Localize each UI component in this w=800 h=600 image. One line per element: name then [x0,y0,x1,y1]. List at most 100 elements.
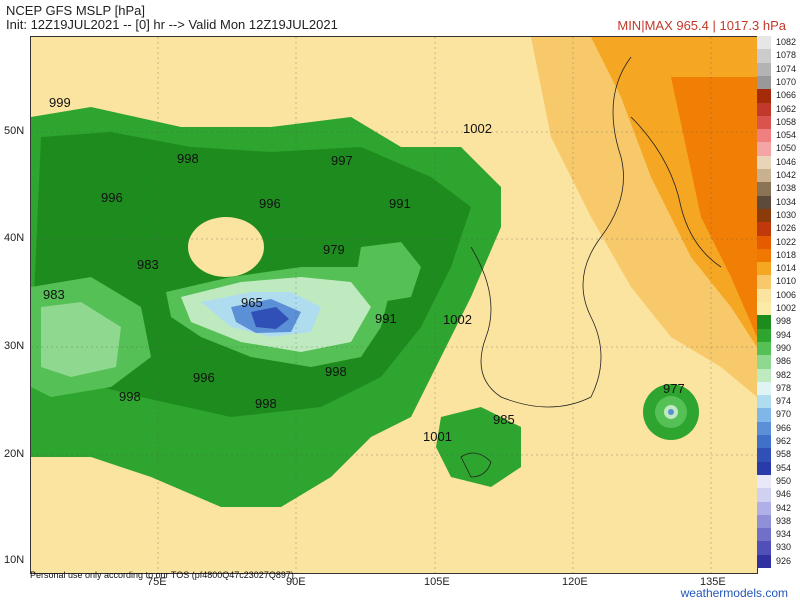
pressure-label: 1002 [443,312,472,327]
colorbar-cell [757,501,771,516]
colorbar-label: 994 [776,329,792,340]
lat-label-40n: 40N [4,232,25,244]
colorbar-cell [757,381,771,396]
colorbar-cell [757,208,771,223]
colorbar-label: 1026 [776,223,797,234]
pressure-label: 996 [259,196,281,211]
eastern-plateau-low [356,242,421,302]
pressure-label: 985 [493,412,515,427]
colorbar-label: 998 [776,316,792,327]
pressure-label: 998 [325,364,347,379]
lat-label-30n: 30N [4,340,25,352]
colorbar-label: 978 [776,382,792,393]
colorbar-label: 1058 [776,116,797,127]
colorbar-cell [757,302,771,316]
colorbar-label: 958 [776,449,792,460]
colorbar-label: 1038 [776,183,797,194]
colorbar-cell [757,514,771,529]
lon-label-135e: 135E [700,576,726,588]
colorbar-cell [757,355,771,369]
coastline-hainan [460,452,492,478]
colorbar-label: 974 [776,396,792,407]
colorbar-label: 1006 [776,289,797,300]
colorbar-cell [757,528,771,542]
western-low-inner [41,302,121,377]
colorbar-label: 1062 [776,103,797,114]
colorbar-cell [757,328,771,343]
colorbar-label: 1082 [776,37,797,47]
colorbar-cell [757,89,771,103]
colorbar-label: 934 [776,529,792,540]
lat-label-10n: 10N [4,554,25,566]
colorbar-label: 946 [776,489,792,500]
pressure-label: 991 [375,311,397,326]
colorbar-cell [757,36,771,50]
lat-label-20n: 20N [4,448,25,460]
colorbar-cell [757,554,771,569]
colorbar-cell [757,461,771,476]
pressure-label: 996 [193,370,215,385]
colorbar-label: 1042 [776,170,797,180]
pressure-label: 983 [137,257,159,272]
colorbar-label: 962 [776,436,792,446]
colorbar-cell [757,155,771,170]
graticule [31,37,757,573]
pressure-map: 999 998 997 996 996 991 979 983 983 965 … [30,36,758,574]
colorbar-label: 1066 [776,90,797,101]
colorbar-cell [757,115,771,130]
map-canvas: 999 998 997 996 996 991 979 983 983 965 … [31,37,757,573]
colorbar-cell [757,421,771,436]
colorbar-cell [757,49,771,64]
pressure-label: 1001 [423,429,452,444]
colorbar-label: 1070 [776,76,797,87]
pressure-label: 1002 [463,121,492,136]
pressure-labels: 999 998 997 996 996 991 979 983 983 965 … [43,95,685,444]
colorbar-label: 942 [776,502,792,513]
colorbar-label: 966 [776,422,792,433]
colorbar-label: 1018 [776,249,797,260]
colorbar-label: 938 [776,515,792,526]
colorbar-cell [757,248,771,263]
colorbar-label: 1050 [776,143,797,154]
lon-label-120e: 120E [562,576,588,588]
colorbar-label: 954 [776,462,792,473]
lon-label-105e: 105E [424,576,450,588]
colorbar-label: 1010 [776,276,797,287]
colorbar-label: 1014 [776,263,797,274]
basin-high [188,217,264,277]
lon-label-90e: 90E [286,576,306,588]
colorbar-label: 990 [776,342,792,353]
colorbar-cell [757,288,771,303]
colorbar-label: 1054 [776,130,797,141]
pressure-label: 997 [331,153,353,168]
high-pressure-max [671,77,757,337]
colorbar-label: 926 [776,555,792,566]
colorbar-label: 1022 [776,236,797,247]
colorbar-cell [757,275,771,290]
colorbar-label: 970 [776,409,792,420]
colorbar-cell [757,235,771,250]
coastline [470,56,632,408]
colorbar-cell [757,448,771,463]
pressure-label: 977 [663,381,685,396]
pressure-label: 996 [101,190,123,205]
colorbar-label: 1030 [776,209,797,220]
website-link[interactable]: weathermodels.com [680,586,788,600]
colorbar-cell [757,62,771,77]
colorbar-cell [757,195,771,210]
plateau-low-center [251,307,289,329]
colorbar-cell [757,474,771,489]
pressure-label: 998 [255,396,277,411]
typhoon-eye [668,409,674,415]
colorbar-cell [757,488,771,502]
colorbar-cell [757,395,771,409]
pressure-label: 999 [49,95,71,110]
pressure-label: 983 [43,287,65,302]
colorbar-cell [757,435,771,449]
pressure-label: 965 [241,295,263,310]
south-china-sea-low [436,407,521,487]
colorbar-label: 1078 [776,50,797,61]
colorbar-cell [757,169,771,183]
colorbar-cell [757,142,771,157]
colorbar-cell [757,408,771,423]
